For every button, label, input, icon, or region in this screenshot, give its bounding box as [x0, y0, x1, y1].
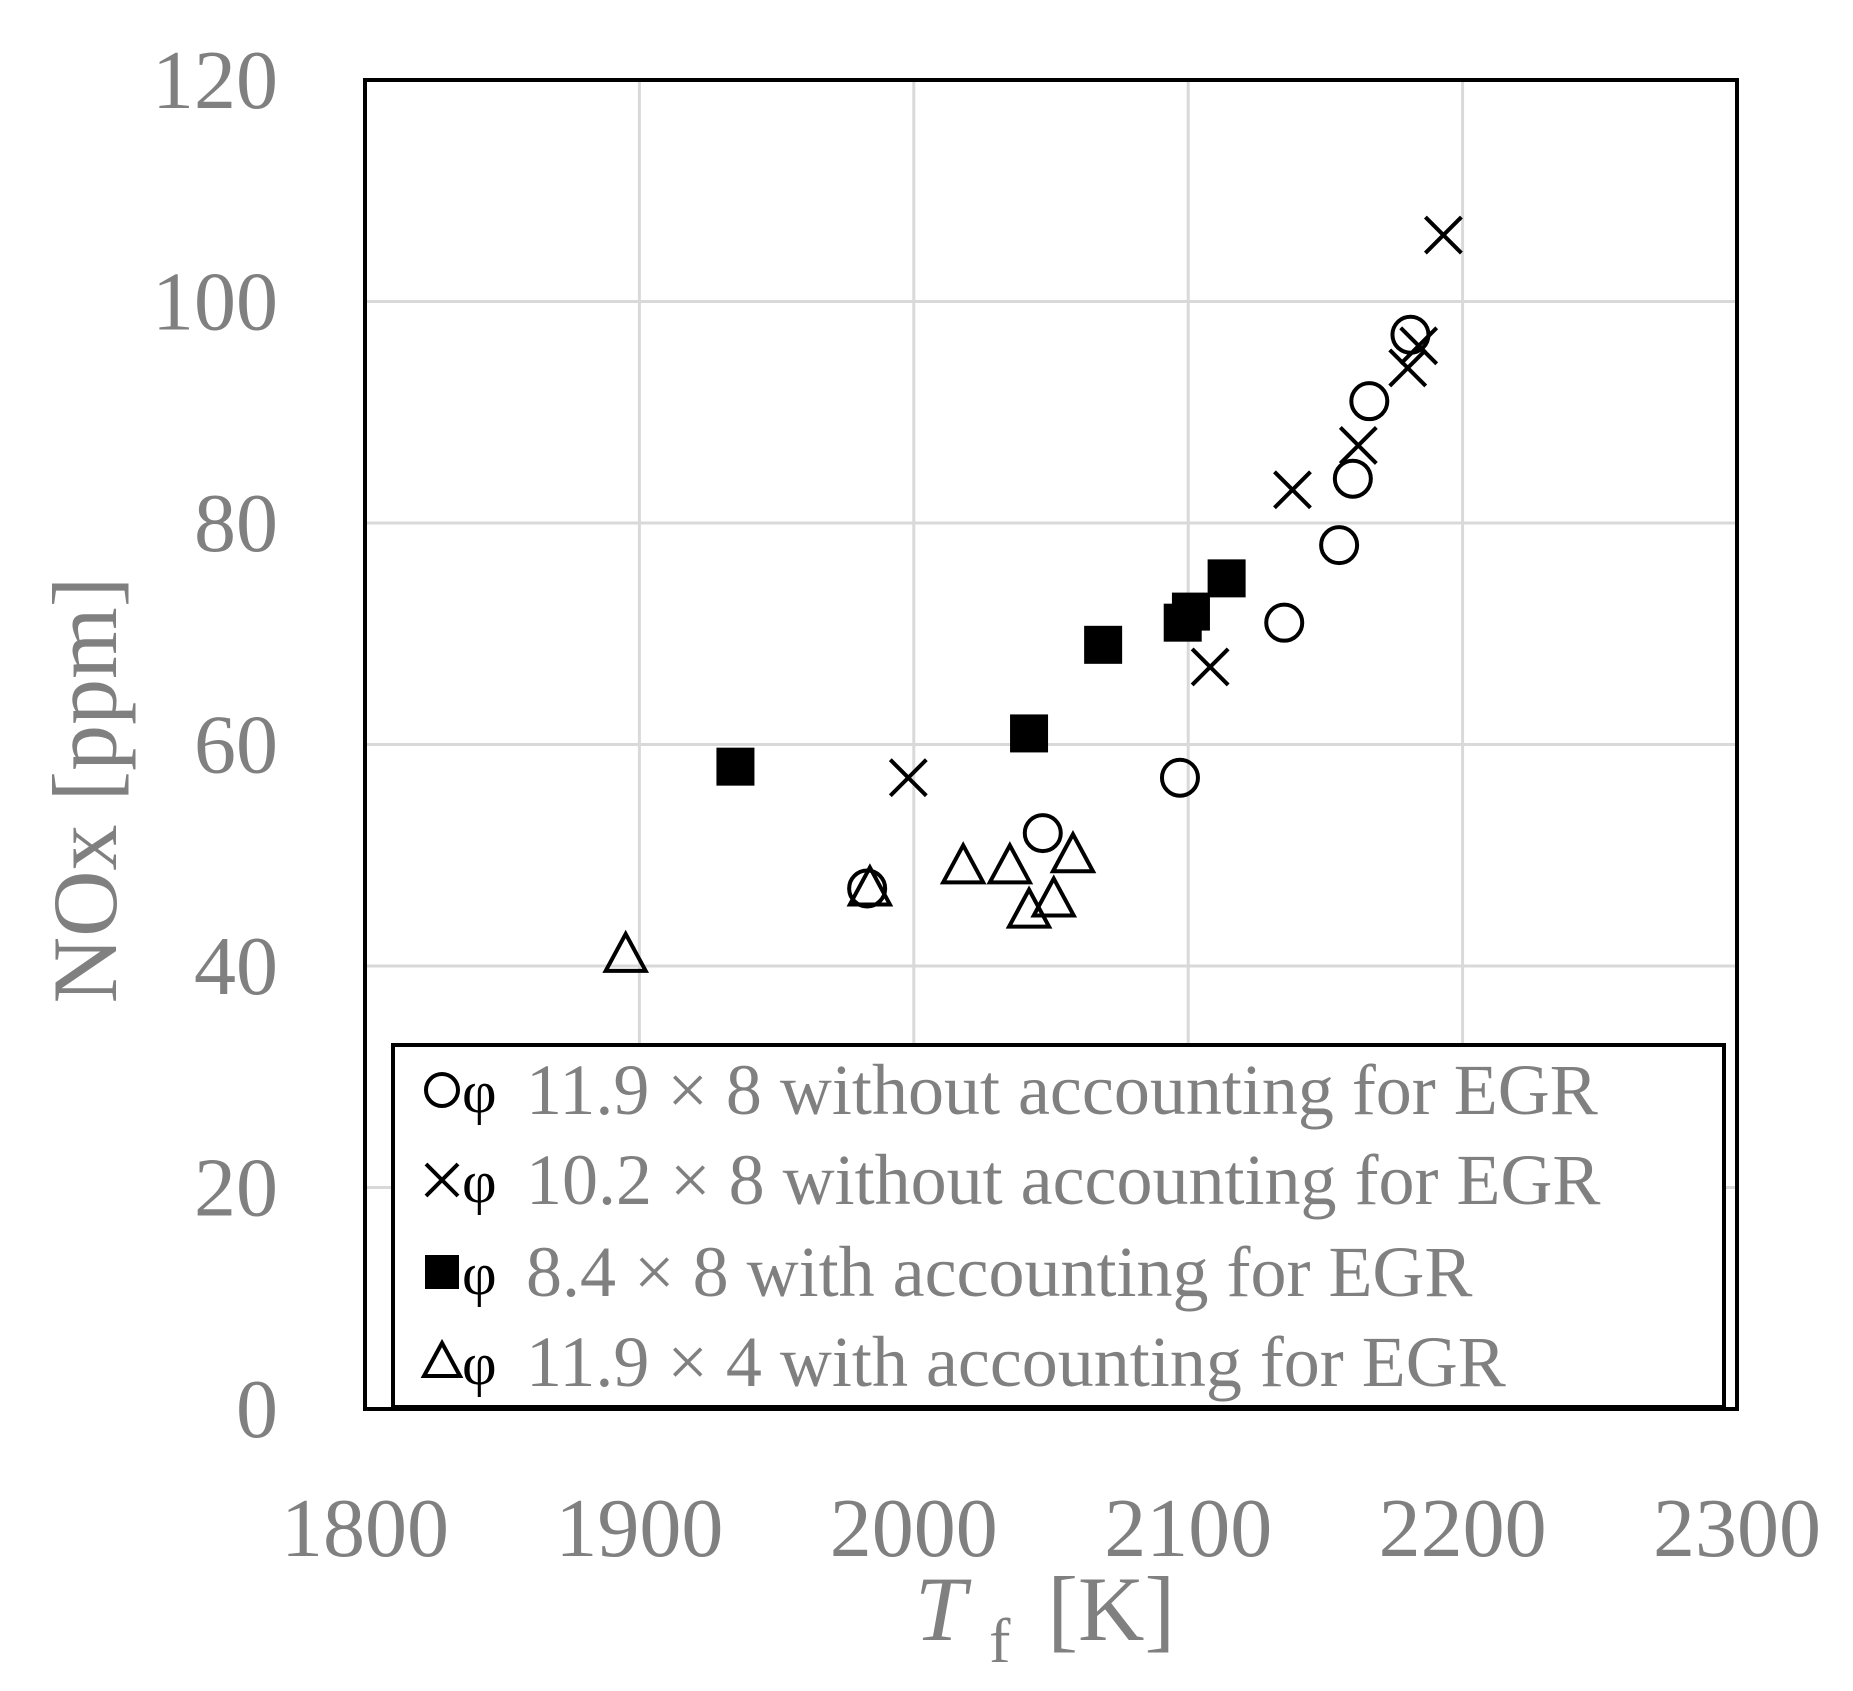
data-point-circle [1159, 757, 1200, 798]
legend-marker-triangle [420, 1338, 464, 1378]
legend-box [391, 1043, 1726, 1409]
y-axis-title: NOx [ppm] [34, 577, 136, 1004]
legend-phi-symbol: φ [462, 1149, 497, 1215]
y-tick-label: 60 [194, 699, 278, 792]
y-tick-label: 20 [194, 1142, 278, 1235]
x-tick-label: 2100 [1104, 1482, 1272, 1575]
legend-marker-x [424, 1162, 460, 1198]
data-point-triangle [1049, 830, 1097, 874]
data-point-triangle [846, 863, 894, 907]
data-point-square [1084, 625, 1123, 664]
legend-label: 10.2 × 8 without accounting for EGR [526, 1140, 1600, 1220]
data-point-x [1423, 215, 1463, 255]
legend-item-x: φ 10.2 × 8 without accounting for EGR [424, 1140, 1600, 1220]
legend-item-triangle: φ 11.9 × 4 with accounting for EGR [420, 1322, 1506, 1402]
legend-phi-symbol: φ [462, 1241, 497, 1307]
data-point-square [1207, 559, 1246, 598]
y-tick-label: 40 [194, 920, 278, 1013]
data-point-square [1171, 592, 1210, 631]
data-point-circle [1264, 602, 1305, 643]
legend-label: 11.9 × 8 without accounting for EGR [526, 1050, 1598, 1130]
x-axis-title-unit: [K] [1047, 1558, 1175, 1660]
legend-phi-symbol: φ [462, 1059, 497, 1125]
data-point-triangle [602, 929, 650, 973]
legend-marker-square [425, 1255, 459, 1289]
data-point-x [1273, 470, 1312, 510]
x-axis-title-symbol: T [915, 1558, 972, 1660]
data-point-x [1388, 348, 1428, 388]
data-point-circle [1332, 458, 1373, 499]
series-square [716, 559, 1246, 786]
data-point-square [716, 747, 755, 786]
data-point-square [1010, 714, 1049, 753]
data-point-circle [1319, 525, 1360, 566]
y-tick-label: 0 [236, 1363, 278, 1456]
data-point-x [1190, 647, 1230, 687]
y-tick-label: 120 [152, 34, 278, 127]
x-tick-label: 1900 [555, 1482, 723, 1575]
legend-label: 8.4 × 8 with accounting for EGR [526, 1232, 1472, 1312]
series-triangle [602, 830, 1097, 973]
x-tick-label: 2000 [830, 1482, 998, 1575]
data-point-triangle [939, 841, 987, 885]
x-tick-label: 2300 [1653, 1482, 1821, 1575]
legend-item-square: φ 8.4 × 8 with accounting for EGR [425, 1232, 1472, 1312]
data-point-circle [1022, 813, 1063, 854]
y-tick-label: 80 [194, 477, 278, 570]
y-tick-labels: 0 20 40 60 80 100 120 [152, 34, 278, 1456]
legend-items: φ 11.9 × 8 without accounting for EGR φ 10.… [420, 1050, 1600, 1402]
x-tick-labels: 1800 1900 2000 2100 2200 2300 [281, 1482, 1821, 1575]
y-tick-label: 100 [152, 256, 278, 349]
data-marks [602, 215, 1463, 973]
data-point-circle [1349, 381, 1390, 422]
x-tick-label: 2200 [1379, 1482, 1547, 1575]
x-tick-label: 1800 [281, 1482, 449, 1575]
x-axis-title-subscript: f [989, 1605, 1011, 1676]
data-point-triangle [1030, 874, 1078, 918]
data-point-x [1338, 426, 1378, 465]
series-x [888, 215, 1463, 798]
legend-label: 11.9 × 4 with accounting for EGR [526, 1322, 1506, 1402]
data-point-x [888, 758, 928, 798]
data-point-triangle [986, 841, 1034, 885]
legend: φ 11.9 × 8 without accounting for EGR φ 10.… [391, 1043, 1726, 1409]
data-point-x [1399, 326, 1439, 366]
legend-marker-circle [424, 1072, 460, 1108]
legend-phi-symbol: φ [462, 1331, 497, 1397]
x-axis-title: T f [K] [915, 1558, 1175, 1682]
legend-item-circle: φ 11.9 × 8 without accounting for EGR [424, 1050, 1598, 1130]
